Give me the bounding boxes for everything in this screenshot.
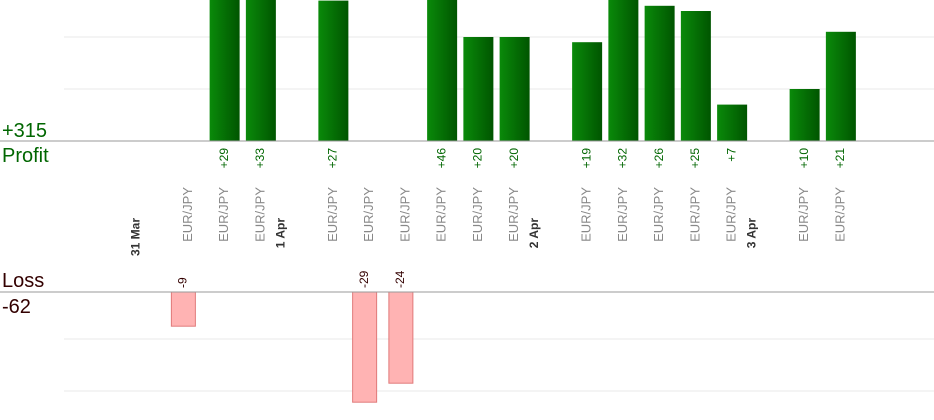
pair-label: EUR/JPY — [325, 187, 340, 242]
profit-bar — [209, 0, 240, 142]
profit-value-label: +7 — [724, 148, 738, 162]
profit-bar — [680, 11, 711, 141]
profit-bar — [572, 42, 603, 142]
loss-value-label: -9 — [176, 277, 190, 288]
pair-label: EUR/JPY — [796, 187, 811, 242]
date-label: 3 Apr — [745, 218, 759, 249]
pair-label: EUR/JPY — [216, 187, 231, 242]
profit-bar — [644, 5, 675, 141]
loss-value-label: -24 — [393, 270, 407, 288]
date-label: 31 Mar — [128, 218, 142, 256]
pair-label: EUR/JPY — [687, 187, 702, 242]
pair-label: EUR/JPY — [180, 187, 195, 242]
profit-value-label: +20 — [471, 148, 485, 169]
profit-bar — [463, 37, 494, 141]
pair-label: EUR/JPY — [579, 187, 594, 242]
profit-bar — [499, 37, 530, 141]
pair-label: EUR/JPY — [470, 187, 485, 242]
pair-label: EUR/JPY — [434, 187, 449, 242]
grid-lines — [64, 36, 934, 392]
loss-bar — [388, 291, 414, 384]
pair-label: EUR/JPY — [252, 187, 267, 242]
profit-label: Profit — [2, 145, 49, 167]
profit-bar — [318, 0, 349, 141]
profit-value-label: +29 — [217, 148, 231, 169]
profit-bar — [825, 31, 856, 141]
labels: 31 Mar -9 EUR/JPY +29 EUR/JPY +33 EUR/JPY 1 Apr… — [128, 148, 847, 288]
profit-bar — [717, 104, 748, 141]
profit-value-label: +19 — [579, 148, 593, 169]
pair-label: EUR/JPY — [615, 187, 630, 242]
bars — [170, 0, 856, 403]
profit-total: +315 — [2, 120, 48, 142]
profit-bar — [245, 0, 276, 142]
profit-bar — [789, 89, 820, 141]
loss-total: -62 — [2, 296, 31, 318]
date-label: 2 Apr — [527, 218, 541, 249]
profit-value-label: +27 — [326, 148, 340, 169]
pair-label: EUR/JPY — [832, 187, 847, 242]
pair-label: EUR/JPY — [361, 187, 376, 242]
loss-bar — [352, 291, 378, 403]
loss-value-label: -29 — [357, 270, 371, 288]
profit-bar — [427, 0, 458, 141]
pair-label: EUR/JPY — [506, 187, 521, 242]
profit-value-label: +46 — [434, 148, 448, 169]
profit-value-label: +21 — [833, 148, 847, 169]
profit-value-label: +20 — [507, 148, 521, 169]
profit-value-label: +10 — [797, 148, 811, 169]
date-label: 1 Apr — [273, 218, 287, 249]
profit-value-label: +32 — [616, 148, 630, 169]
pair-label: EUR/JPY — [651, 187, 666, 242]
profit-value-label: +26 — [652, 148, 666, 169]
pair-label: EUR/JPY — [397, 187, 412, 242]
profit-bar — [608, 0, 639, 141]
profit-value-label: +25 — [688, 148, 702, 169]
loss-label: Loss — [2, 270, 45, 292]
loss-bar — [170, 291, 196, 327]
pair-label: EUR/JPY — [724, 187, 739, 242]
profit-value-label: +33 — [253, 148, 267, 169]
